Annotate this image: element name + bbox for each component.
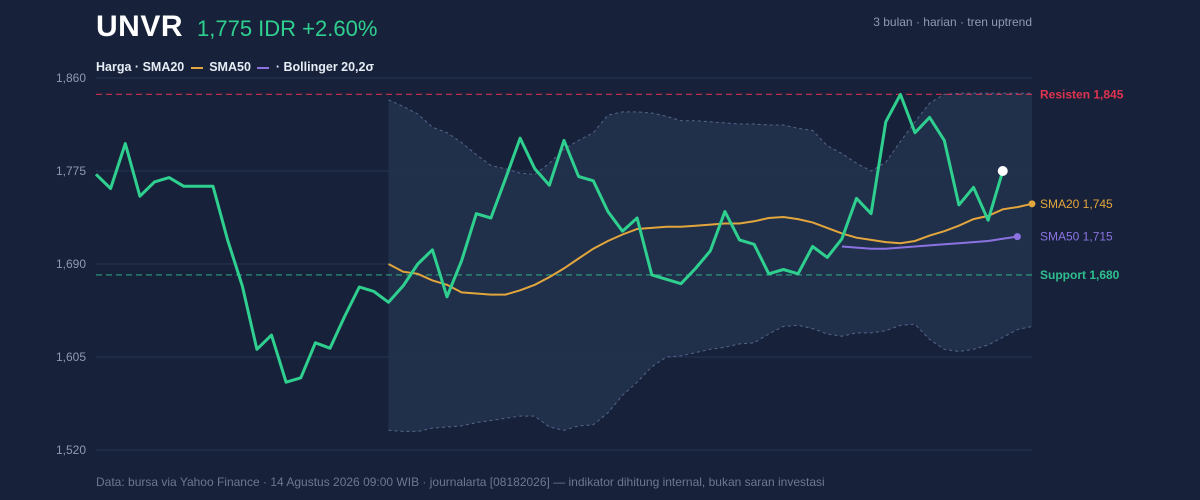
bollinger-lower-line xyxy=(388,323,1033,432)
source-footer: Data: bursa via Yahoo Finance · 14 Agust… xyxy=(96,475,825,489)
bollinger-band xyxy=(388,92,1033,432)
sma20-end-label: SMA20 1,745 xyxy=(1040,197,1113,211)
price-change: 1,775 IDR +2.60% xyxy=(197,16,378,41)
legend-sma50-swatch xyxy=(257,66,270,69)
levels xyxy=(96,93,1032,276)
chart-meta: 3 bulan · harian · tren uptrend xyxy=(873,15,1032,29)
legend-price: Harga · xyxy=(96,60,140,74)
price-line xyxy=(94,92,1005,384)
bollinger-fill xyxy=(388,93,1032,432)
y-tick-label: 1,690 xyxy=(56,257,86,271)
level-label-resisten: Resisten 1,845 xyxy=(1040,87,1124,101)
series xyxy=(94,92,1036,384)
labels: Resisten 1,845 Support 1,680 SMA20 1,745 SM… xyxy=(1040,87,1124,282)
y-tick-label: 1,605 xyxy=(56,350,86,364)
price-end-dot xyxy=(997,166,1008,176)
bollinger-upper-line xyxy=(388,92,1032,175)
ticker-symbol: UNVR xyxy=(96,10,184,43)
y-tick-label: 1,860 xyxy=(56,71,86,85)
chart-header: UNVR 1,775 IDR +2.60% xyxy=(96,10,377,44)
y-tick-label: 1,520 xyxy=(56,443,86,457)
y-tick-label: 1,775 xyxy=(56,164,86,178)
sma50-end-dot xyxy=(1013,233,1021,241)
level-label-support: Support 1,680 xyxy=(1040,268,1120,282)
legend-bollinger: · Bollinger 20,2σ xyxy=(275,60,375,74)
sma20-line xyxy=(388,202,1033,296)
legend: Harga · SMA20 SMA50 · Bollinger 20,2σ xyxy=(96,60,374,74)
legend-sma20-swatch xyxy=(190,66,203,69)
sma20-end-dot xyxy=(1028,200,1036,208)
legend-sma50: SMA50 xyxy=(209,60,251,74)
sma50-end-label: SMA50 1,715 xyxy=(1040,230,1113,244)
sma50-line xyxy=(841,235,1018,250)
legend-sma20: SMA20 xyxy=(142,60,185,74)
